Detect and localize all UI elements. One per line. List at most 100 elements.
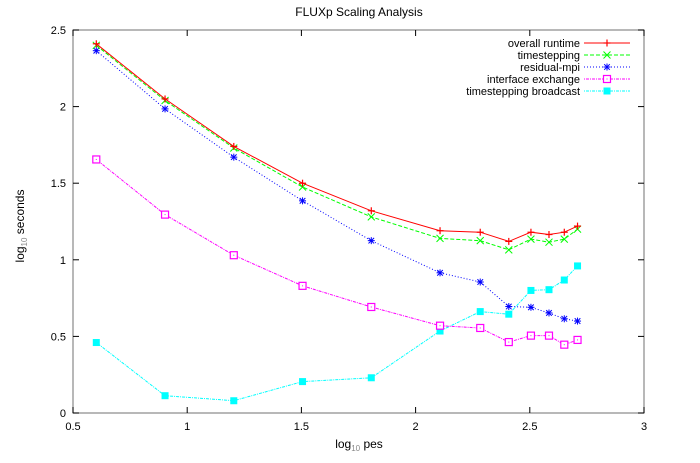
legend: overall runtimetimesteppingresidual-mpii… [466, 38, 630, 98]
marker-cross-b [560, 235, 569, 243]
legend-label: residual-mpi [520, 62, 580, 74]
axes: 0.5 1 1.5 2 2.5 300.511.522.5 [51, 25, 647, 433]
data-point [160, 210, 170, 219]
series-interface-exchange [92, 155, 582, 349]
marker-dot [548, 335, 550, 337]
data-point [436, 327, 444, 335]
marker-dot [479, 327, 481, 329]
marker-dot [439, 325, 441, 327]
y-tick-label: 1.5 [51, 178, 66, 190]
series-line [95, 265, 578, 402]
legend-entry: timestepping [518, 50, 630, 62]
marker-filled-square [299, 378, 307, 386]
marker-filled-square [505, 310, 513, 318]
data-point [560, 315, 568, 323]
marker-star-b [603, 63, 611, 71]
data-point [526, 331, 536, 340]
y-axis-label-unit: seconds [13, 190, 27, 238]
data-point [436, 234, 444, 243]
marker-star-b [230, 154, 237, 161]
y-tick-label: 1 [60, 255, 66, 267]
marker-dot [508, 341, 510, 343]
marker-filled-square [545, 286, 553, 294]
marker-star-b [574, 317, 581, 325]
marker-cross-b [367, 213, 376, 221]
marker-star-b [527, 304, 535, 311]
data-point [560, 276, 568, 284]
y-tick-label: 0 [60, 408, 66, 420]
data-point [573, 335, 582, 345]
data-point [230, 397, 238, 405]
marker-dot [370, 306, 372, 308]
y-tick-label: 0.5 [51, 331, 66, 343]
marker-filled-square [230, 397, 238, 405]
marker-dot [563, 344, 565, 346]
data-point [299, 179, 307, 187]
marker-cross-b [504, 245, 513, 254]
marker-filled-square [560, 276, 568, 284]
marker-star-b [93, 47, 100, 54]
data-point [161, 95, 169, 103]
marker-filled-square [161, 392, 169, 400]
data-point [505, 237, 513, 245]
data-point [161, 392, 169, 400]
marker-star-b [299, 197, 306, 204]
data-point [229, 251, 238, 260]
data-point [574, 262, 582, 270]
data-point [505, 303, 513, 311]
marker-star-b [161, 105, 169, 113]
data-point [602, 74, 612, 84]
data-point [436, 227, 444, 235]
data-point [603, 39, 611, 47]
marker-star-b [436, 269, 444, 276]
data-point [298, 183, 307, 191]
marker-cross-b [603, 51, 611, 59]
data-point [545, 286, 553, 294]
series-line [95, 44, 578, 251]
data-point [603, 63, 611, 71]
data-point [545, 238, 553, 247]
data-point [476, 308, 484, 316]
x-axis-label-log: log [335, 437, 351, 451]
data-point [230, 142, 238, 150]
data-point [527, 303, 535, 311]
marker-dot [606, 78, 608, 80]
data-point [367, 302, 376, 312]
y-tick-label: 2 [60, 102, 66, 114]
marker-star-b [477, 278, 484, 286]
marker-dot [164, 214, 166, 216]
marker-star-b [545, 309, 553, 317]
marker-star-b [368, 237, 375, 244]
marker-filled-square [367, 374, 375, 382]
data-point [574, 222, 582, 230]
data-point [544, 331, 554, 340]
data-point [367, 213, 376, 221]
marker-star-b [561, 315, 568, 322]
y-axis-label-log: log [13, 246, 27, 262]
data-point [92, 155, 101, 164]
chart-title: FLUXp Scaling Analysis [295, 5, 422, 19]
data-point [603, 51, 611, 59]
x-tick-label: 2 [413, 421, 419, 433]
marker-star-b [505, 303, 512, 310]
data-point [545, 231, 553, 239]
marker-cross-b [298, 183, 307, 191]
data-point [574, 317, 582, 325]
data-point [504, 245, 513, 254]
data-point [299, 378, 307, 386]
legend-entry: timestepping broadcast [466, 86, 630, 98]
marker-filled-square [476, 308, 484, 316]
data-point [298, 281, 307, 290]
marker-cross-b [476, 236, 485, 245]
data-point [92, 40, 100, 48]
legend-label: interface exchange [487, 74, 580, 86]
data-point [367, 374, 375, 382]
marker-cross-b [545, 238, 553, 247]
data-point [545, 309, 553, 317]
series-layer [92, 40, 582, 405]
data-point [476, 228, 484, 236]
legend-entry: interface exchange [487, 74, 630, 86]
series-timestepping-broadcast [92, 262, 582, 405]
series-overall-runtime [92, 40, 582, 245]
